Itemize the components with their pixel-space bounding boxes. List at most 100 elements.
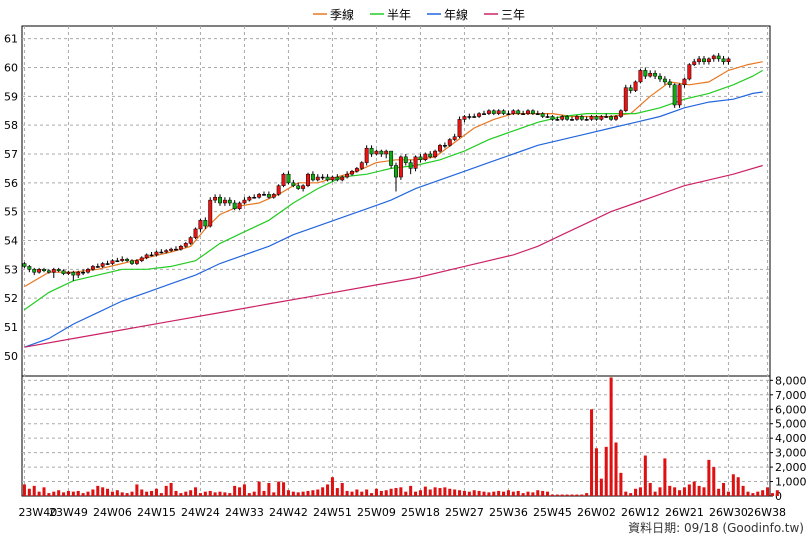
candle-body [183,243,188,247]
candle-body [95,266,100,268]
ma-line [24,69,764,311]
candlestick [692,58,697,67]
volume-bar [42,487,46,496]
candle-body [452,136,457,140]
candle-body [545,116,550,118]
candle-body [442,145,447,147]
candlestick [589,115,594,121]
volume-bar [252,491,256,496]
candle-body [408,162,413,169]
candlestick [384,149,389,159]
candle-body [506,113,511,115]
candlestick [550,115,555,121]
candle-body [609,116,614,120]
candlestick [633,80,638,92]
candlestick [574,115,579,121]
volume-bar [526,491,530,496]
candlestick [247,195,252,202]
candlestick [56,267,61,273]
volume-bar [37,491,41,496]
candle-body [76,271,81,276]
candlestick [369,145,374,157]
volume-bar [57,490,61,496]
candle-body [574,116,579,120]
candle-body [433,150,438,158]
volume-bar [291,491,295,496]
candlestick [579,115,584,121]
candlestick [86,267,90,274]
candle-body [389,150,394,166]
candle-body [144,254,149,259]
volume-bar [379,490,383,496]
volume-bar [272,492,276,496]
candle-body [413,156,418,169]
candlestick [134,259,139,265]
candle-body [125,258,130,261]
volume-bar [643,455,647,496]
candle-body [658,75,662,80]
candle-body [105,263,110,265]
volume-bar [692,481,696,496]
candle-body [169,248,174,251]
candlestick [706,57,711,65]
volume-bar [321,487,325,496]
volume-bar [756,491,760,496]
volume-bar [355,489,359,496]
candle-body [301,185,306,189]
candle-body [648,73,653,77]
candle-body [614,116,618,120]
ma-line [24,91,763,348]
volume-bar [521,493,525,496]
candle-body [438,145,442,152]
volume-tick-label: 8,000 [775,374,807,387]
volume-bar [736,477,740,496]
volume-tick-label: 5,000 [775,418,807,431]
candle-body [32,269,37,273]
volume-bar [746,491,750,496]
candlestick [286,171,291,185]
volume-bar [550,494,554,496]
candle-body [579,116,584,120]
volume-bar [91,489,95,496]
candlestick [61,269,66,276]
x-tick-label: 25W09 [357,506,396,519]
x-tick-label: 24W33 [225,506,264,519]
candlestick [42,267,46,273]
candlestick [672,83,677,108]
candle-body [330,176,335,181]
candlestick [413,155,418,172]
candle-body [354,168,359,172]
candlestick [643,67,648,80]
volume-bar [678,490,682,496]
candlestick [144,253,149,260]
volume-bar [135,484,139,496]
price-tick-label: 54 [4,234,18,247]
candlestick [428,151,433,159]
candle-body [594,116,599,120]
candlestick [658,73,662,82]
price-tick-label: 51 [4,321,18,334]
candlestick [599,115,604,121]
candlestick [203,217,208,229]
candle-body [281,173,286,186]
candlestick [100,262,105,268]
volume-bar [702,487,706,496]
candle-body [149,254,154,257]
candlestick [330,175,335,182]
candlestick [320,174,325,180]
volume-bar [477,490,481,496]
moving-average-lines [24,61,764,348]
candle-body [222,199,227,204]
candle-body [237,202,242,210]
candle-body [521,113,526,115]
volume-bar [590,409,594,496]
candle-body [662,78,667,83]
candle-body [345,173,350,178]
candle-body [350,171,354,175]
volume-bar [233,485,237,496]
candlestick [570,116,574,121]
candle-body [462,116,467,120]
volume-bar [570,494,574,496]
candlestick [447,138,452,147]
